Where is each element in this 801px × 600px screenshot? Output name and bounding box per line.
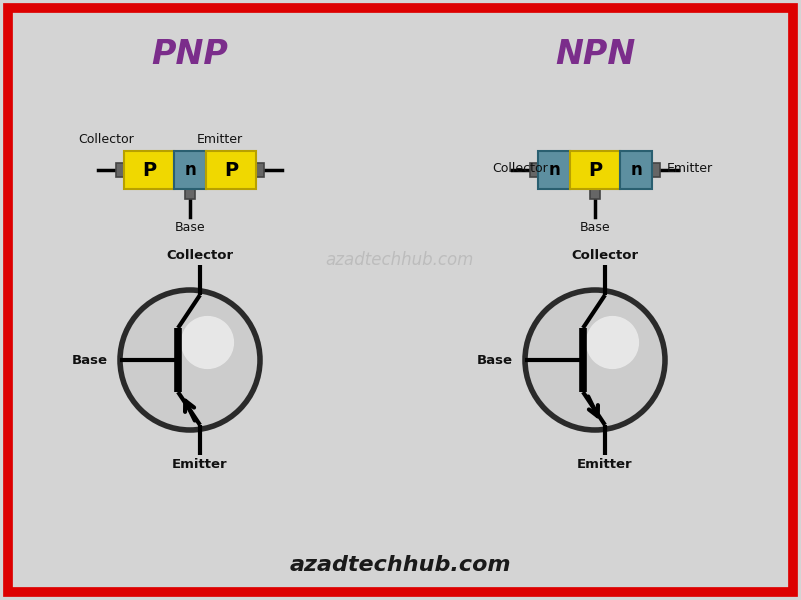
Text: n: n xyxy=(630,161,642,179)
FancyBboxPatch shape xyxy=(116,163,124,177)
FancyBboxPatch shape xyxy=(530,163,538,177)
Text: PNP: PNP xyxy=(151,38,228,71)
Text: n: n xyxy=(548,161,560,179)
Text: azadtechhub.com: azadtechhub.com xyxy=(289,555,511,575)
FancyBboxPatch shape xyxy=(538,151,570,189)
Text: P: P xyxy=(224,160,238,179)
Text: Base: Base xyxy=(580,221,610,234)
Circle shape xyxy=(525,290,665,430)
FancyBboxPatch shape xyxy=(570,151,620,189)
FancyBboxPatch shape xyxy=(174,151,206,189)
Text: Emitter: Emitter xyxy=(667,161,713,175)
FancyBboxPatch shape xyxy=(620,151,652,189)
FancyBboxPatch shape xyxy=(652,163,660,177)
Text: Base: Base xyxy=(72,353,108,367)
Text: P: P xyxy=(588,160,602,179)
Text: Emitter: Emitter xyxy=(578,458,633,471)
Text: Base: Base xyxy=(175,221,205,234)
Text: NPN: NPN xyxy=(555,38,635,71)
Text: azadtechhub.com: azadtechhub.com xyxy=(326,251,474,269)
Circle shape xyxy=(586,316,639,369)
Text: Collector: Collector xyxy=(492,161,548,175)
Text: Collector: Collector xyxy=(78,133,134,146)
Text: n: n xyxy=(184,161,196,179)
FancyBboxPatch shape xyxy=(590,189,600,199)
Circle shape xyxy=(181,316,234,369)
Text: Base: Base xyxy=(477,353,513,367)
FancyBboxPatch shape xyxy=(185,189,195,199)
Text: P: P xyxy=(142,160,156,179)
FancyBboxPatch shape xyxy=(124,151,174,189)
Text: Collector: Collector xyxy=(571,249,638,262)
Text: Emitter: Emitter xyxy=(172,458,227,471)
Text: Collector: Collector xyxy=(167,249,234,262)
FancyBboxPatch shape xyxy=(206,151,256,189)
FancyBboxPatch shape xyxy=(256,163,264,177)
Circle shape xyxy=(120,290,260,430)
Text: Emitter: Emitter xyxy=(197,133,243,146)
